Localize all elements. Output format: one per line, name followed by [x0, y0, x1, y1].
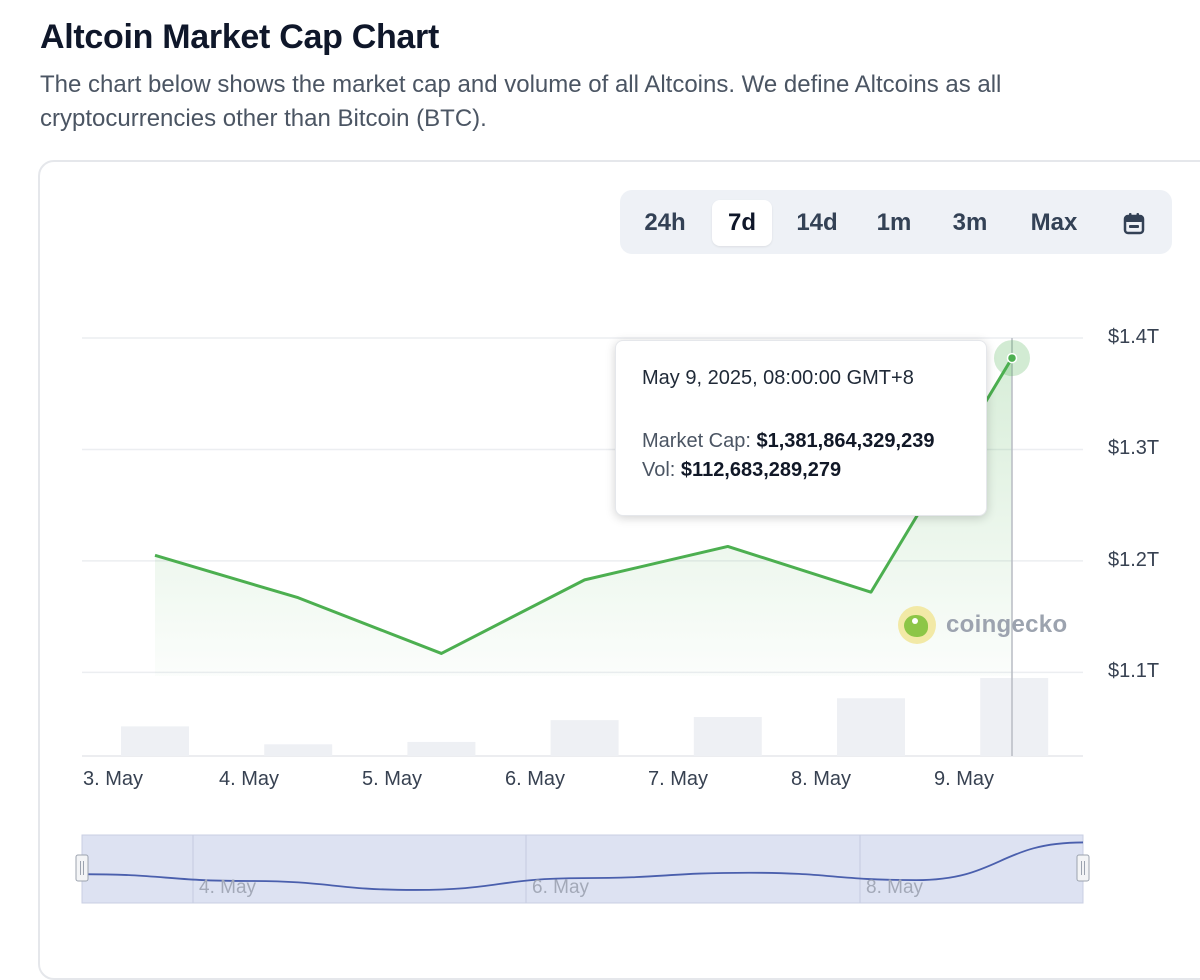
volume-bar	[980, 678, 1048, 756]
tooltip-date: May 9, 2025, 08:00:00 GMT+8	[642, 367, 960, 390]
navigator-label: 6. May	[532, 877, 589, 899]
volume-bar	[551, 720, 619, 756]
y-tick-label: $1.2T	[1108, 549, 1159, 572]
volume-bar	[264, 744, 332, 756]
watermark-text: coingecko	[946, 611, 1067, 639]
y-tick-label: $1.4T	[1108, 326, 1159, 349]
tooltip-market-cap: Market Cap: $1,381,864,329,239	[642, 430, 960, 453]
tooltip-volume-value: $112,683,289,279	[681, 459, 841, 481]
x-tick-label: 9. May	[934, 768, 994, 791]
x-tick-label: 7. May	[648, 768, 708, 791]
volume-bar	[121, 726, 189, 756]
tooltip-market-cap-value: $1,381,864,329,239	[757, 430, 935, 452]
volume-bar	[837, 698, 905, 756]
gecko-logo-icon	[898, 606, 936, 644]
tooltip-market-cap-label: Market Cap:	[642, 430, 751, 452]
navigator-right-handle[interactable]	[1077, 855, 1089, 881]
navigator-label: 4. May	[199, 877, 256, 899]
tooltip-volume: Vol: $112,683,289,279	[642, 459, 960, 482]
x-tick-label: 6. May	[505, 768, 565, 791]
volume-bar	[407, 742, 475, 756]
chart-plot	[0, 0, 1200, 953]
navigator-left-handle[interactable]	[76, 855, 88, 881]
coingecko-watermark: coingecko	[898, 605, 1067, 645]
x-tick-label: 8. May	[791, 768, 851, 791]
navigator-label: 8. May	[866, 877, 923, 899]
x-tick-label: 3. May	[83, 768, 143, 791]
hover-point	[1008, 354, 1017, 363]
x-tick-label: 4. May	[219, 768, 279, 791]
tooltip-volume-label: Vol:	[642, 459, 675, 481]
volume-bar	[694, 717, 762, 756]
chart-tooltip: May 9, 2025, 08:00:00 GMT+8 Market Cap: …	[615, 340, 987, 516]
volume-bars	[121, 678, 1048, 756]
x-tick-label: 5. May	[362, 768, 422, 791]
y-tick-label: $1.3T	[1108, 437, 1159, 460]
y-tick-label: $1.1T	[1108, 660, 1159, 683]
